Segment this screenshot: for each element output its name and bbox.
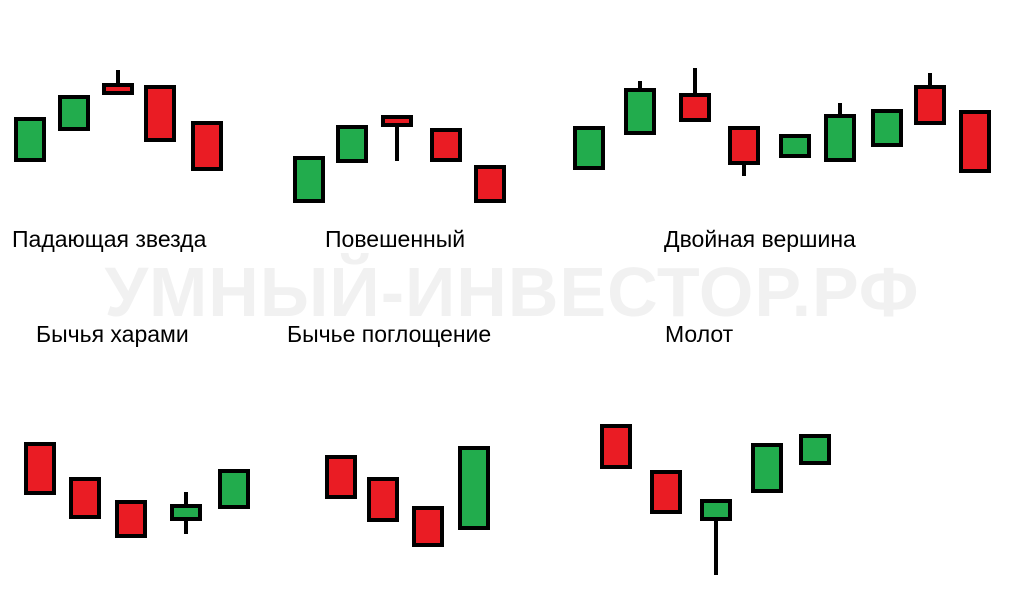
bearish-candle-body xyxy=(679,93,711,122)
bearish-candle-body xyxy=(102,83,134,95)
label-double-top: Двойная вершина xyxy=(664,226,856,252)
label-hammer: Молот xyxy=(665,321,734,347)
bullish-candle-body xyxy=(573,126,605,170)
bullish-candle-body xyxy=(458,446,490,530)
label-hanging-man: Повешенный xyxy=(325,226,466,252)
bearish-candle-body xyxy=(914,85,946,125)
bearish-candle-body xyxy=(959,110,991,173)
bearish-candle-body xyxy=(474,165,506,203)
bearish-candle-body xyxy=(412,506,444,547)
bullish-candle-body xyxy=(58,95,90,131)
label-bullish-harami: Бычья харами xyxy=(36,321,189,347)
bullish-candle-body xyxy=(700,499,732,521)
bearish-candle-body xyxy=(367,477,399,522)
bearish-candle-body xyxy=(69,477,101,519)
bullish-candle-body xyxy=(14,117,46,162)
bullish-candle-body xyxy=(751,443,783,493)
pattern-hammer xyxy=(600,424,831,575)
bullish-candle-body xyxy=(624,88,656,135)
bearish-candle-body xyxy=(24,442,56,495)
bearish-candle-body xyxy=(381,115,413,127)
bearish-candle-body xyxy=(144,85,176,142)
watermark: УМНЫЙ-ИНВЕСТОР.РФ xyxy=(104,253,920,331)
bearish-candle-body xyxy=(191,121,223,171)
bearish-candle-body xyxy=(728,126,760,165)
label-bullish-engulfing: Бычье поглощение xyxy=(287,321,492,347)
pattern-hanging-man xyxy=(293,115,506,203)
pattern-bullish-harami xyxy=(24,442,250,538)
bullish-candle-body xyxy=(218,469,250,509)
bearish-candle-body xyxy=(115,500,147,538)
bullish-candle-body xyxy=(824,114,856,162)
bullish-candle-body xyxy=(871,109,903,147)
bullish-candle-body xyxy=(170,504,202,521)
label-falling-star: Падающая звезда xyxy=(12,226,207,252)
bearish-candle-body xyxy=(430,128,462,162)
bearish-candle-body xyxy=(325,455,357,499)
bullish-candle-body xyxy=(799,434,831,465)
bullish-candle-body xyxy=(336,125,368,163)
pattern-falling-star xyxy=(14,70,223,171)
bullish-candle-body xyxy=(779,134,811,158)
bearish-candle-body xyxy=(650,470,682,514)
pattern-double-top xyxy=(573,68,991,176)
bearish-candle-body xyxy=(600,424,632,469)
bullish-candle-body xyxy=(293,156,325,203)
pattern-bullish-engulfing xyxy=(325,446,490,547)
